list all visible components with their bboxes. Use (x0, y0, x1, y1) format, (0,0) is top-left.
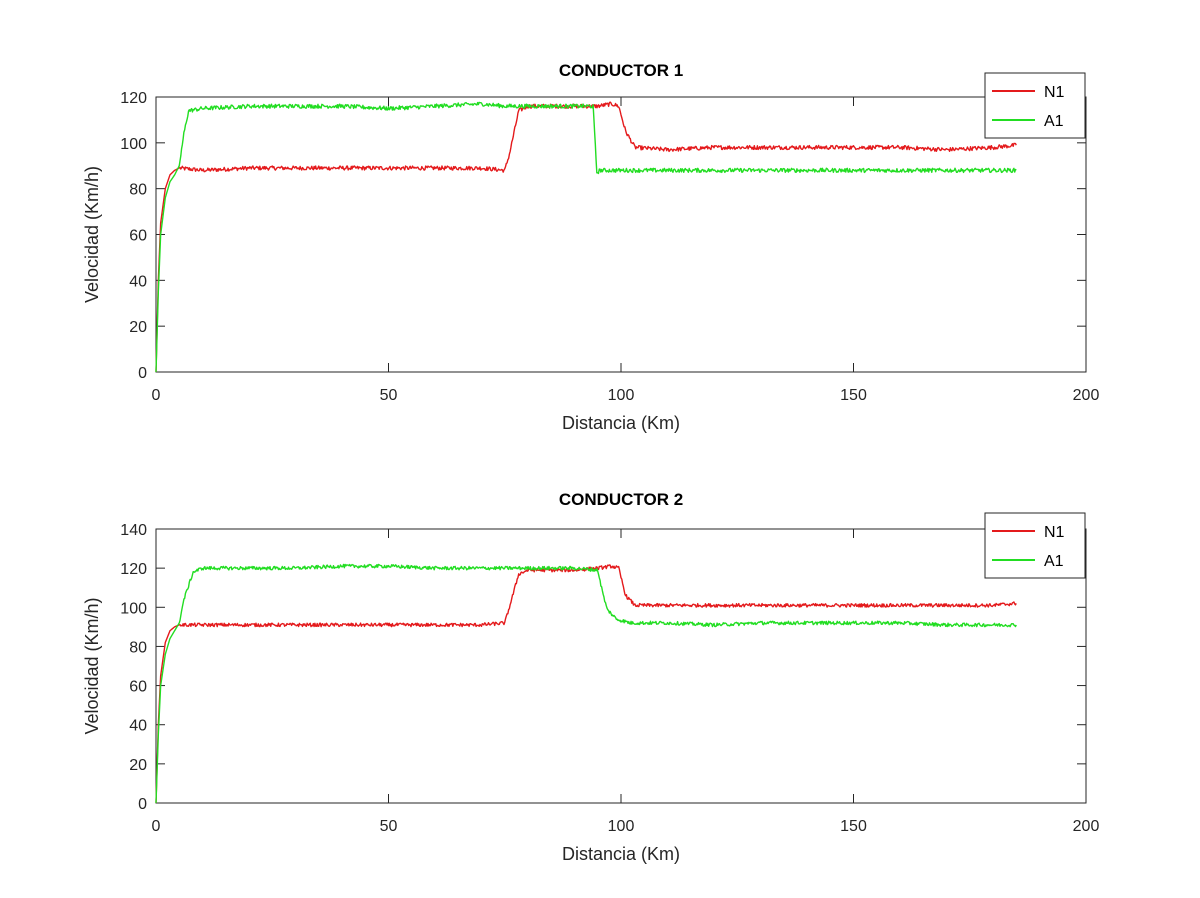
legend: N1 A1 (984, 72, 1086, 139)
x-tick-label: 50 (380, 818, 398, 835)
legend: N1 A1 (984, 512, 1086, 579)
x-tick-label: 50 (380, 387, 398, 404)
y-tick-label: 20 (129, 319, 147, 336)
x-tick-label: 0 (152, 387, 161, 404)
y-tick-label: 20 (129, 757, 147, 774)
y-tick-label: 120 (120, 561, 147, 578)
chart-panel-conductor-2: CONDUCTOR 2 Distancia (Km) Velocidad (Km… (82, 490, 1099, 864)
series-line-a1 (155, 101, 1017, 373)
y-tick-label: 0 (138, 796, 147, 813)
y-axis-label: Velocidad (Km/h) (82, 597, 102, 734)
legend-box (984, 512, 1086, 579)
y-tick-label: 0 (138, 365, 147, 382)
y-tick-label: 100 (120, 600, 147, 617)
y-axis-label: Velocidad (Km/h) (82, 166, 102, 303)
legend-label-a1: A1 (1044, 553, 1064, 570)
series-line-a1 (155, 563, 1017, 804)
x-axis-label: Distancia (Km) (562, 844, 680, 864)
chart-title: CONDUCTOR 2 (559, 490, 683, 509)
series-line-n1 (155, 564, 1017, 804)
y-tick-label: 120 (120, 90, 147, 107)
x-tick-label: 100 (608, 387, 635, 404)
legend-box (984, 72, 1086, 139)
x-tick-label: 200 (1073, 818, 1100, 835)
plot-area-box (155, 96, 1087, 373)
x-tick-label: 0 (152, 818, 161, 835)
y-tick-label: 80 (129, 182, 147, 199)
chart-title: CONDUCTOR 1 (559, 61, 683, 80)
x-axis-label: Distancia (Km) (562, 413, 680, 433)
series-line-n1 (155, 101, 1017, 373)
x-tick-label: 100 (608, 818, 635, 835)
y-tick-label: 40 (129, 273, 147, 290)
x-tick-label: 200 (1073, 387, 1100, 404)
y-tick-label: 100 (120, 136, 147, 153)
y-tick-label: 60 (129, 679, 147, 696)
y-tick-label: 40 (129, 718, 147, 735)
legend-label-n1: N1 (1044, 84, 1065, 101)
legend-label-a1: A1 (1044, 113, 1064, 130)
x-tick-label: 150 (840, 387, 867, 404)
plot-area-box (155, 528, 1087, 804)
y-tick-label: 60 (129, 228, 147, 245)
y-tick-label: 140 (120, 522, 147, 539)
chart-panel-conductor-1: CONDUCTOR 1 Distancia (Km) Velocidad (Km… (82, 61, 1099, 433)
legend-label-n1: N1 (1044, 524, 1065, 541)
y-tick-label: 80 (129, 639, 147, 656)
x-tick-label: 150 (840, 818, 867, 835)
